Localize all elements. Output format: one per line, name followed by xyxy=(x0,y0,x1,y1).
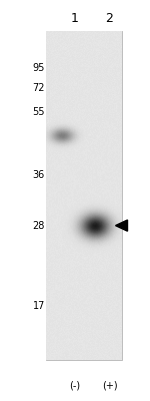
Text: (+): (+) xyxy=(102,380,117,390)
Text: 36: 36 xyxy=(33,170,45,180)
Text: 28: 28 xyxy=(33,220,45,230)
Text: 55: 55 xyxy=(33,107,45,117)
Text: 1: 1 xyxy=(71,12,79,24)
Text: 72: 72 xyxy=(33,83,45,93)
Polygon shape xyxy=(116,221,128,232)
Text: (-): (-) xyxy=(69,380,81,390)
Text: 2: 2 xyxy=(106,12,113,24)
Bar xyxy=(46,32,122,360)
Text: 95: 95 xyxy=(33,63,45,73)
Text: 17: 17 xyxy=(33,300,45,310)
